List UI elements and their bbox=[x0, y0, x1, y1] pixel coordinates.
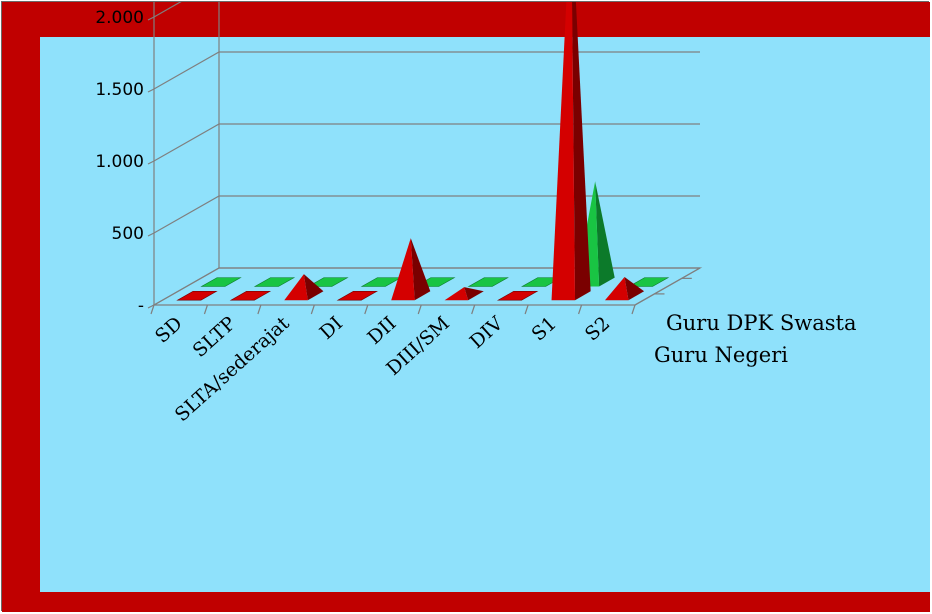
pyramid-mark bbox=[229, 291, 272, 301]
pyramid-front bbox=[604, 277, 629, 301]
pyramid-front bbox=[444, 287, 469, 301]
pyramid-mark bbox=[176, 291, 218, 301]
pyramid-side bbox=[464, 287, 484, 301]
x-tick-mark bbox=[364, 304, 369, 315]
pyramid-mark bbox=[604, 277, 645, 301]
pyramid-mark bbox=[627, 277, 670, 287]
x-tick-mark bbox=[471, 304, 476, 315]
x-tick-mark bbox=[631, 304, 636, 315]
pyramid-side bbox=[303, 274, 324, 301]
floor-right-edge bbox=[634, 267, 701, 306]
pyramid-mark bbox=[336, 291, 378, 301]
gridline bbox=[147, 51, 700, 93]
x-tick-mark bbox=[310, 304, 315, 315]
pyramid-mark bbox=[307, 277, 349, 287]
pyramid-front bbox=[391, 238, 415, 301]
pyramid-side bbox=[410, 238, 431, 301]
pyramid-side bbox=[595, 181, 615, 287]
gridline bbox=[147, 195, 700, 237]
y-tick-label: 500 bbox=[112, 224, 144, 244]
pyramid-front bbox=[551, 2, 576, 301]
x-tick-mark bbox=[417, 304, 422, 315]
x-tick-mark bbox=[524, 304, 529, 315]
plot-background bbox=[40, 37, 930, 592]
series-label-guru-dpk-swasta: Guru DPK Swasta bbox=[666, 311, 857, 335]
series-labels: Guru DPK Swasta Guru Negeri bbox=[654, 311, 857, 367]
pyramid-mark bbox=[200, 277, 242, 287]
pyramid-mark bbox=[444, 287, 484, 301]
pyramid-mark bbox=[496, 291, 539, 301]
pyramid-mark bbox=[253, 277, 296, 287]
x-tick-mark bbox=[257, 304, 262, 315]
x-tick-mark bbox=[577, 304, 583, 315]
pyramid-mark bbox=[551, 2, 591, 301]
pyramid-mark bbox=[391, 238, 431, 301]
pyramid-mark bbox=[467, 277, 509, 287]
gridline bbox=[147, 123, 700, 165]
pyramid-front bbox=[284, 274, 308, 301]
y-tick-label: 1.000 bbox=[95, 152, 144, 172]
y-tick-label: 2.000 bbox=[95, 8, 144, 28]
pyramid-side bbox=[624, 277, 645, 301]
x-tick-mark bbox=[150, 304, 155, 315]
y-tick-label: - bbox=[138, 296, 144, 316]
pyramid-side bbox=[572, 2, 591, 301]
data-marks bbox=[176, 2, 670, 301]
pyramid-mark bbox=[284, 274, 324, 301]
x-tick-mark bbox=[203, 304, 209, 315]
series-label-guru-negeri: Guru Negeri bbox=[654, 343, 788, 367]
gridline bbox=[147, 2, 182, 21]
y-tick-label: 1.500 bbox=[95, 80, 144, 100]
